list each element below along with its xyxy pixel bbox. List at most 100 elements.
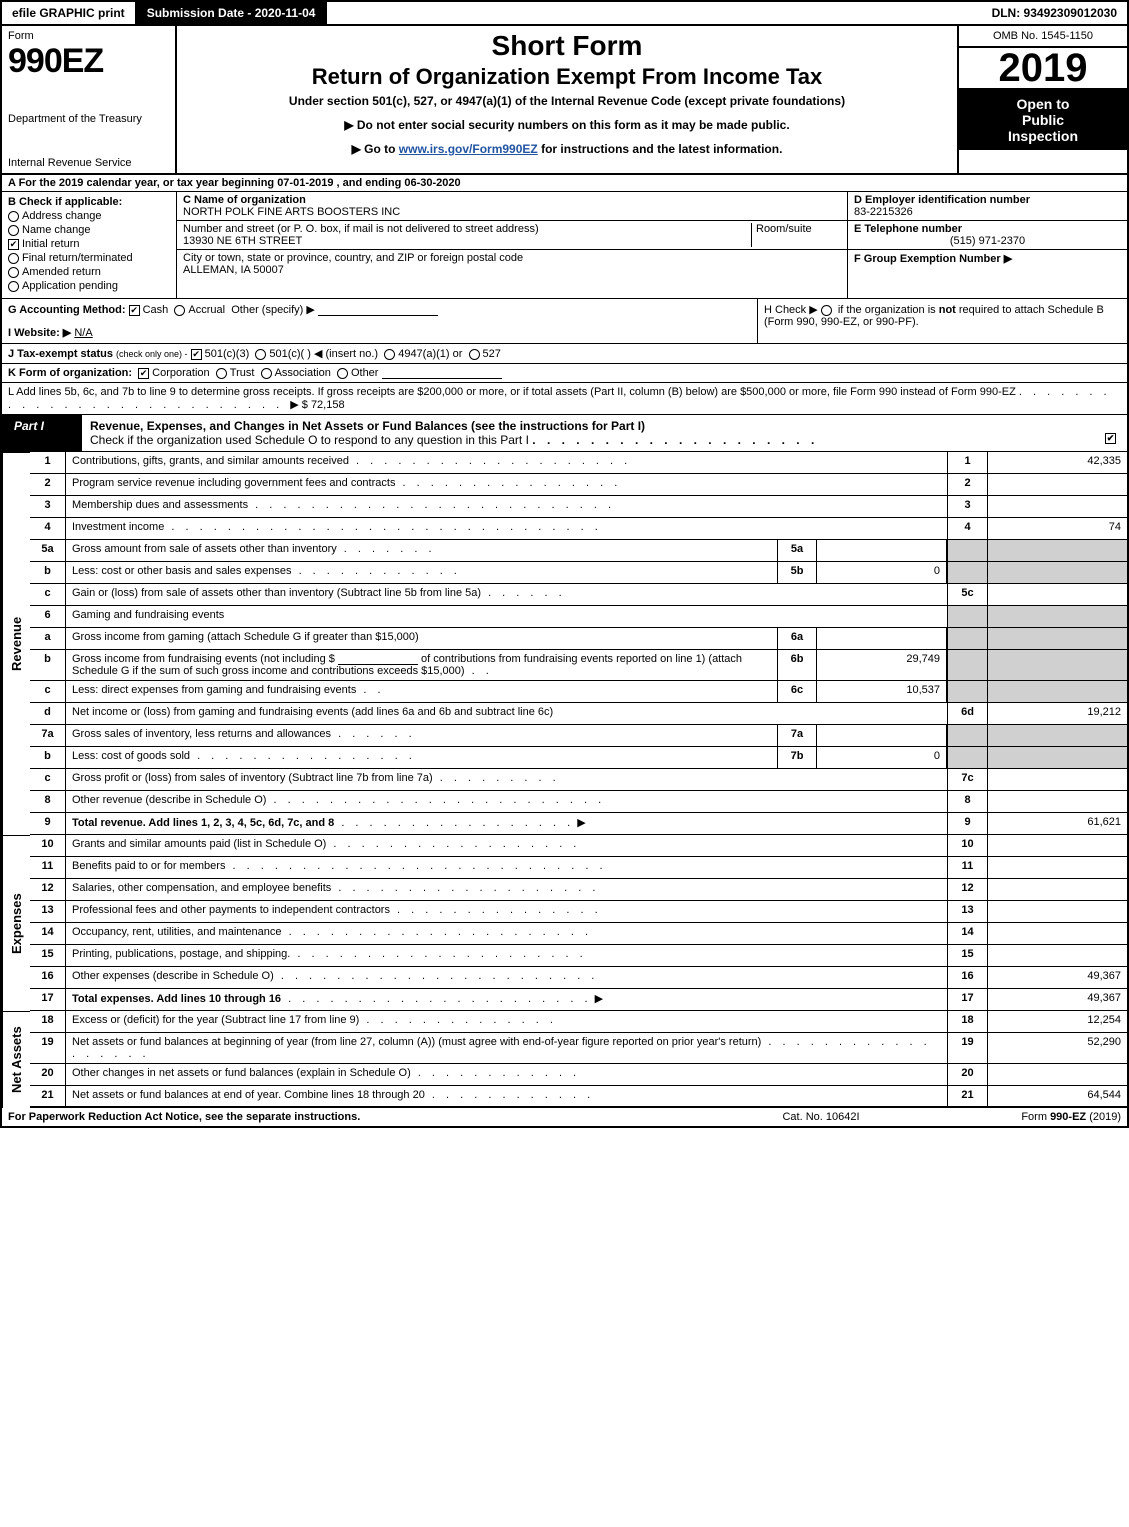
row-21: 21Net assets or fund balances at end of … — [30, 1086, 1127, 1108]
row-6c: cLess: direct expenses from gaming and f… — [30, 681, 1127, 703]
rb-527[interactable] — [469, 349, 480, 360]
top-bar: efile GRAPHIC print Submission Date - 20… — [0, 0, 1129, 26]
row-13: 13Professional fees and other payments t… — [30, 901, 1127, 923]
row-8: 8Other revenue (describe in Schedule O) … — [30, 791, 1127, 813]
line-a-tax-year: A For the 2019 calendar year, or tax yea… — [0, 175, 1129, 192]
val-18: 12,254 — [987, 1011, 1127, 1032]
row-5b: bLess: cost or other basis and sales exp… — [30, 562, 1127, 584]
cb-501c3[interactable] — [191, 349, 202, 360]
rb-other-org[interactable] — [337, 368, 348, 379]
phone-label: E Telephone number — [854, 223, 1121, 235]
netassets-sidelabel: Net Assets — [2, 1011, 30, 1108]
inspect-1: Open to — [963, 96, 1123, 112]
form-number: 990EZ — [8, 42, 169, 81]
title-return: Return of Organization Exempt From Incom… — [185, 64, 949, 90]
val-6b: 29,749 — [817, 650, 947, 680]
other-specify-blank[interactable] — [318, 304, 438, 316]
cb-schedule-o[interactable] — [1105, 433, 1116, 444]
rb-accrual[interactable] — [174, 305, 185, 316]
row-7b: bLess: cost of goods sold . . . . . . . … — [30, 747, 1127, 769]
row-20: 20Other changes in net assets or fund ba… — [30, 1064, 1127, 1086]
col-b-header: B Check if applicable: — [8, 196, 170, 208]
ein-label: D Employer identification number — [854, 194, 1121, 206]
revenue-group: Revenue 1Contributions, gifts, grants, a… — [2, 452, 1127, 835]
row-6: 6Gaming and fundraising events — [30, 606, 1127, 628]
val-3 — [987, 496, 1127, 517]
val-6c: 10,537 — [817, 681, 947, 702]
row-14: 14Occupancy, rent, utilities, and mainte… — [30, 923, 1127, 945]
city-value: ALLEMAN, IA 50007 — [183, 264, 841, 276]
cb-application-pending[interactable]: Application pending — [8, 280, 170, 292]
city-label: City or town, state or province, country… — [183, 252, 841, 264]
val-5a — [817, 540, 947, 561]
val-7a — [817, 725, 947, 746]
val-5b: 0 — [817, 562, 947, 583]
val-4: 74 — [987, 518, 1127, 539]
form-header: Form 990EZ Department of the Treasury In… — [0, 26, 1129, 175]
row-15: 15Printing, publications, postage, and s… — [30, 945, 1127, 967]
title-short-form: Short Form — [185, 30, 949, 62]
irs-link[interactable]: www.irs.gov/Form990EZ — [399, 142, 538, 156]
org-name-value: NORTH POLK FINE ARTS BOOSTERS INC — [183, 206, 841, 218]
row-9: 9Total revenue. Add lines 1, 2, 3, 4, 5c… — [30, 813, 1127, 835]
cb-final-return[interactable]: Final return/terminated — [8, 252, 170, 264]
rb-association[interactable] — [261, 368, 272, 379]
other-org-blank[interactable] — [382, 367, 502, 379]
submission-date-button[interactable]: Submission Date - 2020-11-04 — [137, 2, 328, 24]
inspect-2: Public — [963, 112, 1123, 128]
addr-value: 13930 NE 6TH STREET — [183, 235, 751, 247]
website-value: N/A — [74, 327, 92, 339]
group-exemption-row: F Group Exemption Number ▶ — [848, 250, 1127, 267]
goto-pre: ▶ Go to — [352, 142, 399, 156]
val-9: 61,621 — [987, 813, 1127, 834]
val-21: 64,544 — [987, 1086, 1127, 1106]
row-11: 11Benefits paid to or for members . . . … — [30, 857, 1127, 879]
revenue-sidelabel: Revenue — [2, 452, 30, 835]
rb-4947[interactable] — [384, 349, 395, 360]
val-10 — [987, 835, 1127, 856]
efile-print-button[interactable]: efile GRAPHIC print — [2, 2, 137, 24]
ein-row: D Employer identification number 83-2215… — [848, 192, 1127, 221]
row-19: 19Net assets or fund balances at beginni… — [30, 1033, 1127, 1064]
group-exemption-label: F Group Exemption Number ▶ — [854, 253, 1012, 265]
goto-post: for instructions and the latest informat… — [538, 142, 783, 156]
rb-trust[interactable] — [216, 368, 227, 379]
inspect-3: Inspection — [963, 128, 1123, 144]
line-l: L Add lines 5b, 6c, and 7b to line 9 to … — [0, 383, 1129, 415]
val-7b: 0 — [817, 747, 947, 768]
line-h: H Check ▶ if the organization is not req… — [757, 299, 1127, 343]
val-8 — [987, 791, 1127, 812]
val-6a — [817, 628, 947, 649]
room-suite-label: Room/suite — [751, 223, 841, 247]
line-i-label: I Website: ▶ — [8, 327, 71, 339]
header-right: OMB No. 1545-1150 2019 Open to Public In… — [957, 26, 1127, 173]
cb-initial-return[interactable]: Initial return — [8, 238, 170, 250]
line-g-label: G Accounting Method: — [8, 304, 126, 316]
val-7c — [987, 769, 1127, 790]
val-17: 49,367 — [987, 989, 1127, 1010]
line-g: G Accounting Method: Cash Accrual Other … — [2, 299, 757, 343]
part-1-title: Revenue, Expenses, and Changes in Net As… — [82, 415, 1127, 451]
tax-year: 2019 — [959, 48, 1127, 90]
val-20 — [987, 1064, 1127, 1085]
dept-irs: Internal Revenue Service — [8, 157, 169, 169]
cb-name-change[interactable]: Name change — [8, 224, 170, 236]
row-6a: aGross income from gaming (attach Schedu… — [30, 628, 1127, 650]
part-1-label: Part I — [2, 415, 82, 451]
rb-501c[interactable] — [255, 349, 266, 360]
expenses-group: Expenses 10Grants and similar amounts pa… — [2, 835, 1127, 1011]
cb-cash[interactable] — [129, 305, 140, 316]
goto-line: ▶ Go to www.irs.gov/Form990EZ for instru… — [185, 142, 949, 156]
row-4: 4Investment income . . . . . . . . . . .… — [30, 518, 1127, 540]
row-7a: 7aGross sales of inventory, less returns… — [30, 725, 1127, 747]
city-row: City or town, state or province, country… — [177, 250, 847, 278]
row-1: 1Contributions, gifts, grants, and simil… — [30, 452, 1127, 474]
omb-number: OMB No. 1545-1150 — [959, 26, 1127, 48]
val-19: 52,290 — [987, 1033, 1127, 1063]
cb-amended-return[interactable]: Amended return — [8, 266, 170, 278]
cb-address-change[interactable]: Address change — [8, 210, 170, 222]
rb-schedule-b[interactable] — [821, 305, 832, 316]
cat-no: Cat. No. 10642I — [721, 1111, 921, 1123]
cb-corporation[interactable] — [138, 368, 149, 379]
section-gh: G Accounting Method: Cash Accrual Other … — [0, 299, 1129, 344]
